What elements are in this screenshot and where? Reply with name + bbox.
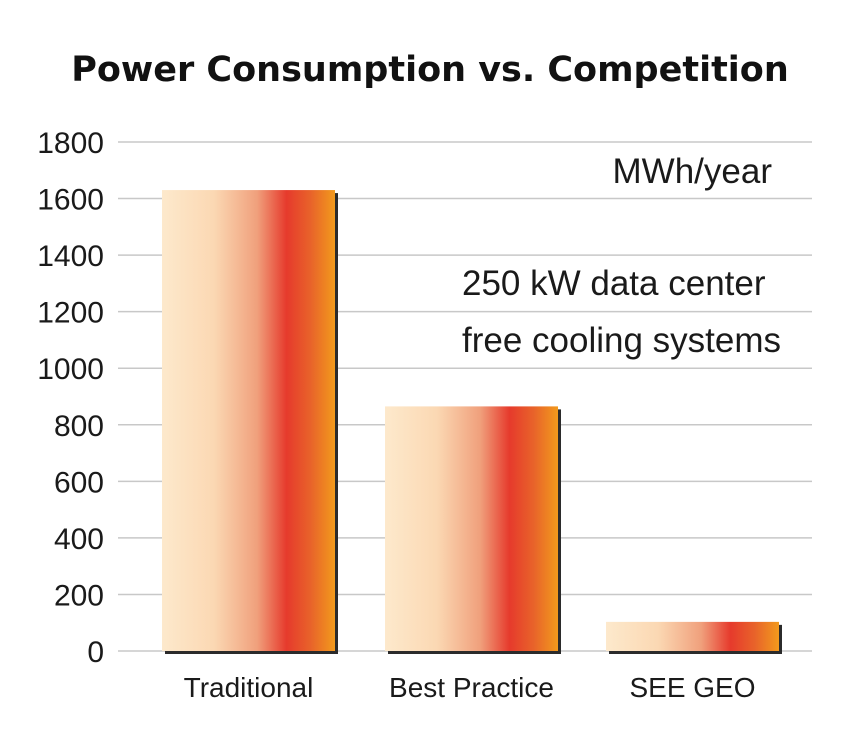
y-tick-label: 200 (54, 579, 104, 612)
annotation-line-1: 250 kW data center (462, 264, 766, 303)
y-tick-label: 1000 (37, 353, 104, 386)
y-tick-label: 800 (54, 410, 104, 443)
category-label: SEE GEO (629, 672, 755, 703)
bar-see-geo (606, 621, 779, 651)
bars (162, 190, 782, 655)
y-tick-label: 1600 (37, 184, 104, 217)
y-tick-label: 0 (87, 636, 104, 669)
bar-traditional (162, 190, 335, 652)
unit-label: MWh/year (613, 152, 773, 191)
y-tick-label: 400 (54, 523, 104, 556)
y-tick-label: 600 (54, 466, 104, 499)
x-axis: Traditional Best Practice SEE GEO (184, 672, 756, 703)
y-tick-label: 1800 (37, 127, 104, 160)
category-label: Traditional (184, 672, 314, 703)
category-label: Best Practice (389, 672, 554, 703)
y-tick-label: 1400 (37, 240, 104, 273)
bar-best-practice (385, 406, 558, 651)
y-tick-label: 1200 (37, 297, 104, 330)
chart-title: Power Consumption vs. Competition (71, 50, 789, 90)
y-axis: 0 200 400 600 800 1000 1200 1400 1600 1800 (37, 127, 104, 669)
annotation-line-2: free cooling systems (462, 321, 781, 360)
